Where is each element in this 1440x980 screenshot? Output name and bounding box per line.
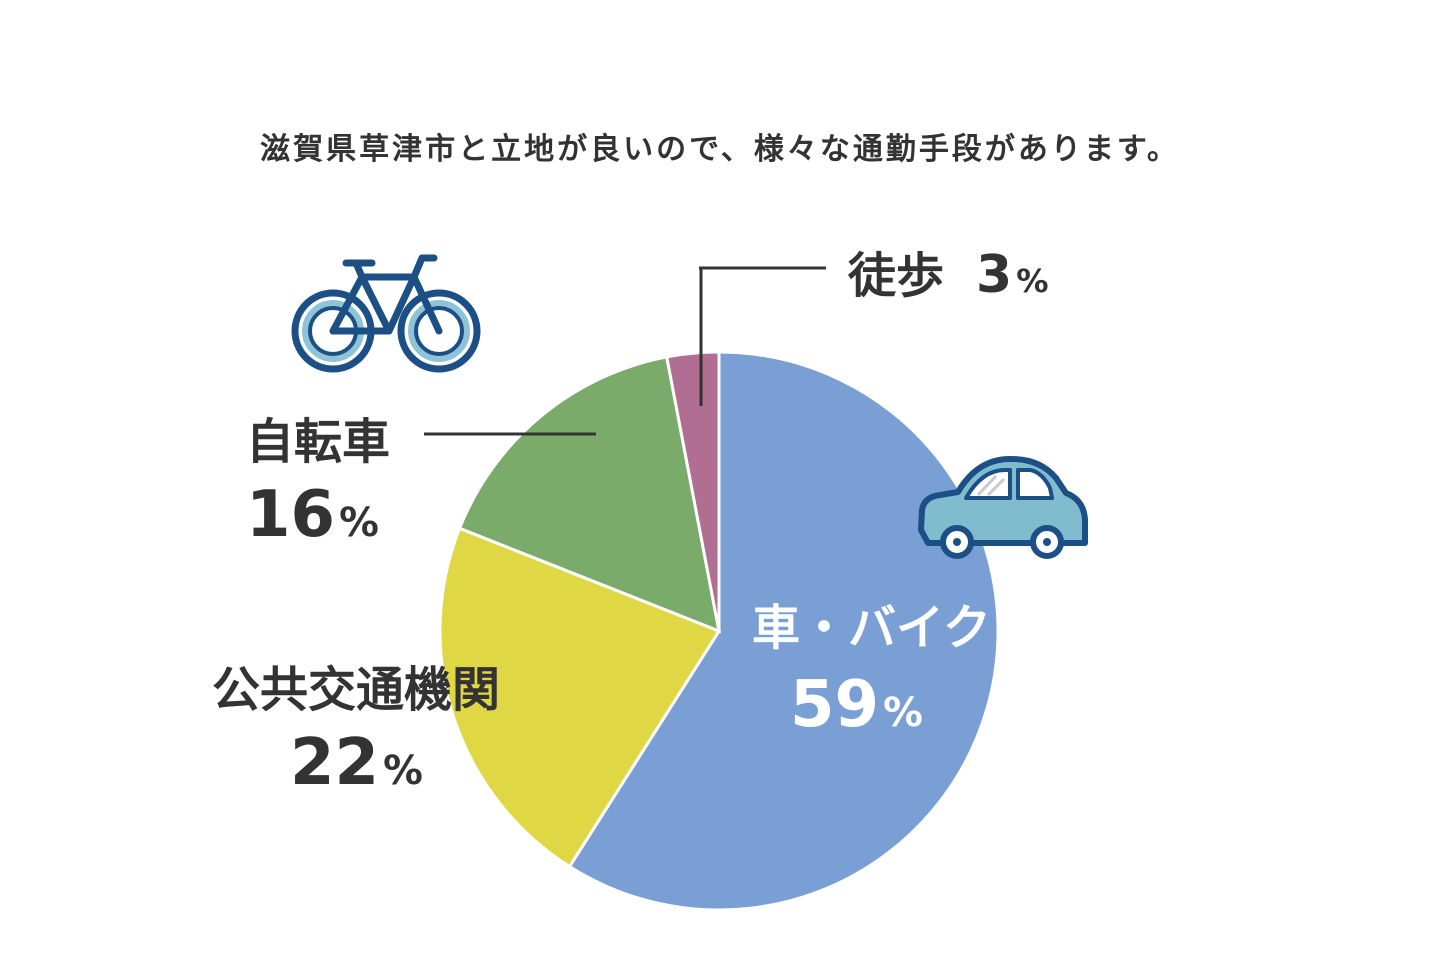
pie-slice-bicycle — [457, 355, 721, 634]
pie-slices — [438, 350, 1000, 912]
label-transit-name: 公共交通機関 — [212, 662, 500, 718]
label-transit-value: 22% — [290, 726, 423, 800]
label-bicycle-name: 自転車 — [246, 414, 390, 470]
label-walk-value: 3% — [976, 245, 1049, 305]
pie-slice-transit — [438, 526, 722, 869]
label-walk-name: 徒歩 — [847, 248, 944, 304]
label-car-name: 車・バイク — [752, 600, 991, 656]
label-car-value: 59% — [790, 668, 923, 742]
chart-title: 滋賀県草津市と立地が良いので、様々な通勤手段があります。 — [260, 132, 1180, 167]
car-icon — [918, 455, 1088, 559]
pie-slice-car — [567, 350, 1000, 912]
bicycle-icon — [291, 254, 481, 373]
label-bicycle-value: 16% — [246, 478, 379, 552]
pie-slice-walk — [664, 350, 721, 632]
